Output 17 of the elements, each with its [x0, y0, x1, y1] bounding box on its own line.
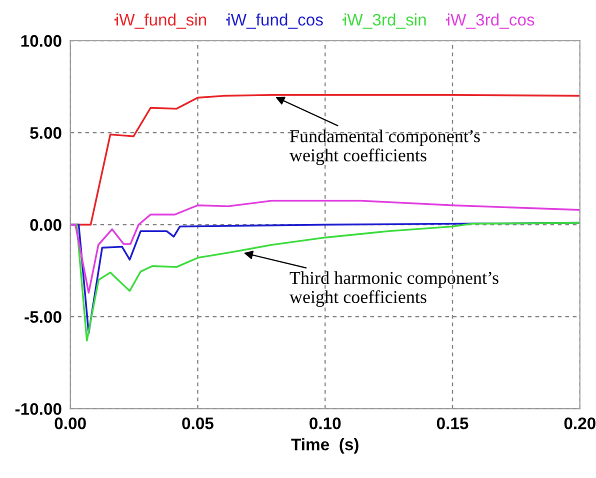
y-tick-label: 10.00	[21, 35, 62, 47]
x-tick-label: 0.15	[436, 417, 468, 430]
legend-label: iW_fund_cos	[228, 13, 323, 29]
legend-label: iW_fund_sin	[116, 13, 206, 29]
legend-label: iW_3rd_cos	[448, 13, 534, 29]
x-tick-label: 0.10	[310, 417, 341, 430]
y-tick-label: -5.00	[24, 311, 62, 323]
x-tick-label: 0.20	[564, 417, 596, 430]
x-tick-label: 0.05	[182, 417, 214, 430]
x-axis-title: Time (s)	[291, 438, 358, 454]
annotation: Fundamental component’s weight coefficients	[289, 130, 480, 166]
y-tick-label: 0.00	[30, 219, 62, 231]
y-tick-label: 5.00	[30, 127, 62, 139]
y-tick-label: -10.00	[15, 403, 62, 415]
x-tick-label: 0.00	[54, 417, 86, 430]
annotation: Third harmonic component’s weight coefficients	[289, 271, 498, 307]
legend-label: iW_3rd_sin	[344, 13, 426, 29]
